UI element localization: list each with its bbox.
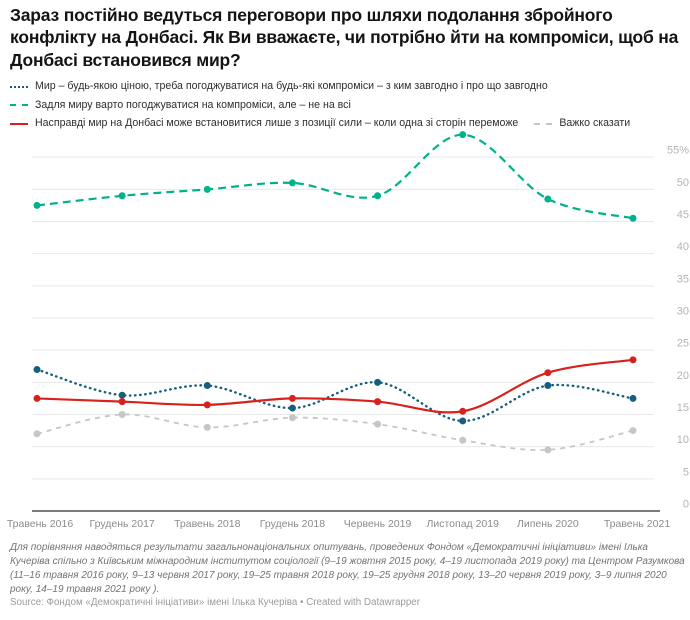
source-line: Source: Фондом «Демократичні ініціативи»… [10, 597, 686, 608]
data-point-s2-4[interactable] [374, 398, 382, 406]
x-tick-label: Грудень 2018 [260, 518, 325, 530]
line-chart-canvas[interactable]: 0 5 10 15 20 25 30 35 40 45 50 55% Травень 2016 Груде… [0, 126, 690, 536]
dashed-line-swatch-icon [534, 122, 553, 125]
chart-title: Зараз постійно ведуться переговори про ш… [10, 5, 679, 70]
data-point-s2-6[interactable] [544, 369, 552, 377]
series-line-1 [36, 133, 634, 220]
legend-item-some-compromises: Задля миру варто погоджуватися на компро… [10, 99, 351, 112]
y-tick-label: 0 [683, 499, 689, 511]
y-tick-label: 15 [677, 402, 689, 414]
data-point-s3-4[interactable] [374, 420, 382, 428]
data-point-s3-5[interactable] [459, 436, 467, 444]
data-point-s1-1[interactable] [118, 192, 126, 200]
data-point-s3-2[interactable] [203, 423, 211, 431]
legend-item-hard-to-say: Важко сказати [534, 117, 630, 130]
legend-label: Насправді мир на Донбасі може встановити… [35, 117, 519, 129]
x-tick-label: Травень 2018 [174, 518, 241, 530]
x-tick-label: Листопад 2019 [426, 518, 499, 530]
legend-label: Важко сказати [559, 117, 631, 129]
legend-item-peace-at-any-price: Мир – будь-якою ціною, треба погоджувати… [10, 80, 548, 93]
data-point-s1-0[interactable] [33, 201, 41, 209]
x-tick-label: Грудень 2017 [90, 518, 155, 530]
data-point-s3-1[interactable] [118, 411, 126, 419]
x-tick-label: Червень 2019 [344, 518, 412, 530]
data-point-s2-3[interactable] [288, 394, 296, 402]
data-point-s1-3[interactable] [288, 179, 296, 187]
legend-row: Задля миру варто погоджуватися на компро… [10, 99, 684, 112]
data-point-s0-1[interactable] [118, 391, 126, 399]
data-point-s3-3[interactable] [288, 414, 296, 422]
data-point-s2-1[interactable] [118, 398, 126, 406]
legend-row: Мир – будь-якою ціною, треба погоджувати… [10, 80, 684, 93]
y-tick-label: 55% [667, 145, 689, 157]
y-tick-label: 10 [677, 434, 689, 446]
y-tick-label: 5 [683, 466, 689, 478]
data-point-s1-5[interactable] [459, 131, 467, 139]
data-point-s0-2[interactable] [203, 382, 211, 390]
methodology-note: Для порівняння наводяться результати заг… [10, 542, 685, 595]
data-point-s0-7[interactable] [629, 394, 637, 402]
source-name-link[interactable]: Фондом «Демократичні ініціативи» імені І… [46, 597, 298, 608]
data-point-s3-0[interactable] [33, 430, 41, 438]
data-point-s0-6[interactable] [544, 382, 552, 390]
dashed-line-swatch-icon [10, 104, 28, 106]
data-point-s2-5[interactable] [459, 407, 467, 415]
data-point-s2-2[interactable] [203, 401, 211, 409]
data-point-s3-6[interactable] [544, 446, 552, 454]
data-point-s0-4[interactable] [374, 378, 382, 386]
data-point-s1-4[interactable] [374, 192, 382, 200]
x-tick-label: Травень 2021 [604, 518, 671, 530]
data-point-s2-0[interactable] [33, 394, 41, 402]
data-point-s1-2[interactable] [203, 185, 211, 193]
legend-row: Насправді мир на Донбасі може встановити… [10, 117, 684, 130]
y-tick-label: 25 [677, 338, 689, 350]
legend-label: Задля миру варто погоджуватися на компро… [35, 98, 351, 111]
data-point-s0-3[interactable] [288, 404, 296, 412]
y-tick-label: 40 [677, 241, 689, 253]
data-point-s0-0[interactable] [33, 365, 41, 373]
source-label: Source: [10, 597, 44, 608]
y-tick-label: 35 [677, 273, 689, 285]
dotted-line-swatch-icon [10, 85, 28, 88]
data-point-s3-7[interactable] [629, 427, 637, 435]
data-point-s2-7[interactable] [629, 356, 637, 364]
data-point-s1-7[interactable] [629, 214, 637, 222]
separator-dot: • [300, 597, 304, 608]
datawrapper-credit-link[interactable]: Created with Datawrapper [306, 597, 421, 608]
solid-line-swatch-icon [10, 122, 28, 125]
chart-legend: Мир – будь-якою ціною, треба погоджувати… [10, 80, 684, 136]
y-tick-label: 20 [677, 370, 689, 382]
legend-label: Мир – будь-якою ціною, треба погоджувати… [35, 80, 548, 92]
x-tick-label: Липень 2020 [517, 518, 579, 530]
data-point-s1-6[interactable] [544, 195, 552, 203]
data-point-s0-5[interactable] [459, 417, 467, 425]
y-tick-label: 30 [677, 306, 689, 318]
x-tick-label: Травень 2016 [7, 518, 74, 530]
series-line-2 [36, 358, 634, 414]
y-tick-label: 45 [677, 209, 689, 221]
series-line-3 [36, 413, 634, 452]
y-tick-label: 50 [677, 177, 689, 189]
legend-item-position-of-strength: Насправді мир на Донбасі може встановити… [10, 117, 518, 130]
series-line-0 [35, 368, 635, 423]
